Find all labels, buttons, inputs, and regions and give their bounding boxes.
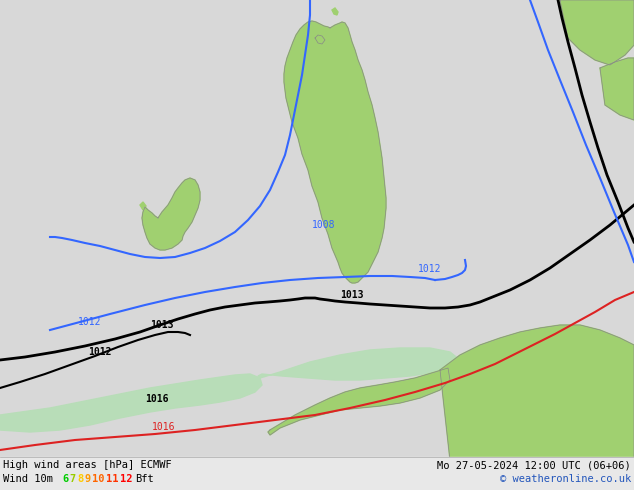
Polygon shape [0,374,262,432]
Text: 1013: 1013 [340,290,363,300]
Polygon shape [332,8,338,15]
Text: 6: 6 [62,474,68,484]
Text: 1008: 1008 [312,220,335,230]
Text: 1012: 1012 [78,317,101,327]
Text: 1016: 1016 [145,394,169,404]
Polygon shape [142,178,200,250]
Text: © weatheronline.co.uk: © weatheronline.co.uk [500,474,631,484]
Text: 1013: 1013 [150,320,174,330]
Text: Bft: Bft [135,474,154,484]
Text: 10: 10 [92,474,105,484]
Text: 12: 12 [120,474,133,484]
Text: Wind 10m: Wind 10m [3,474,53,484]
Polygon shape [560,0,634,65]
Polygon shape [284,21,386,283]
Polygon shape [258,348,460,380]
Polygon shape [140,202,146,210]
Text: 11: 11 [106,474,119,484]
Text: Mo 27-05-2024 12:00 UTC (06+06): Mo 27-05-2024 12:00 UTC (06+06) [437,460,631,470]
Text: 9: 9 [84,474,91,484]
Text: 8: 8 [77,474,83,484]
Text: 1012: 1012 [418,264,441,274]
Polygon shape [600,58,634,120]
Polygon shape [315,35,325,44]
Polygon shape [268,368,450,435]
Text: 1012: 1012 [88,347,112,357]
Text: 7: 7 [70,474,75,484]
Polygon shape [440,325,634,490]
Text: High wind areas [hPa] ECMWF: High wind areas [hPa] ECMWF [3,460,172,470]
Text: 1016: 1016 [152,422,176,432]
